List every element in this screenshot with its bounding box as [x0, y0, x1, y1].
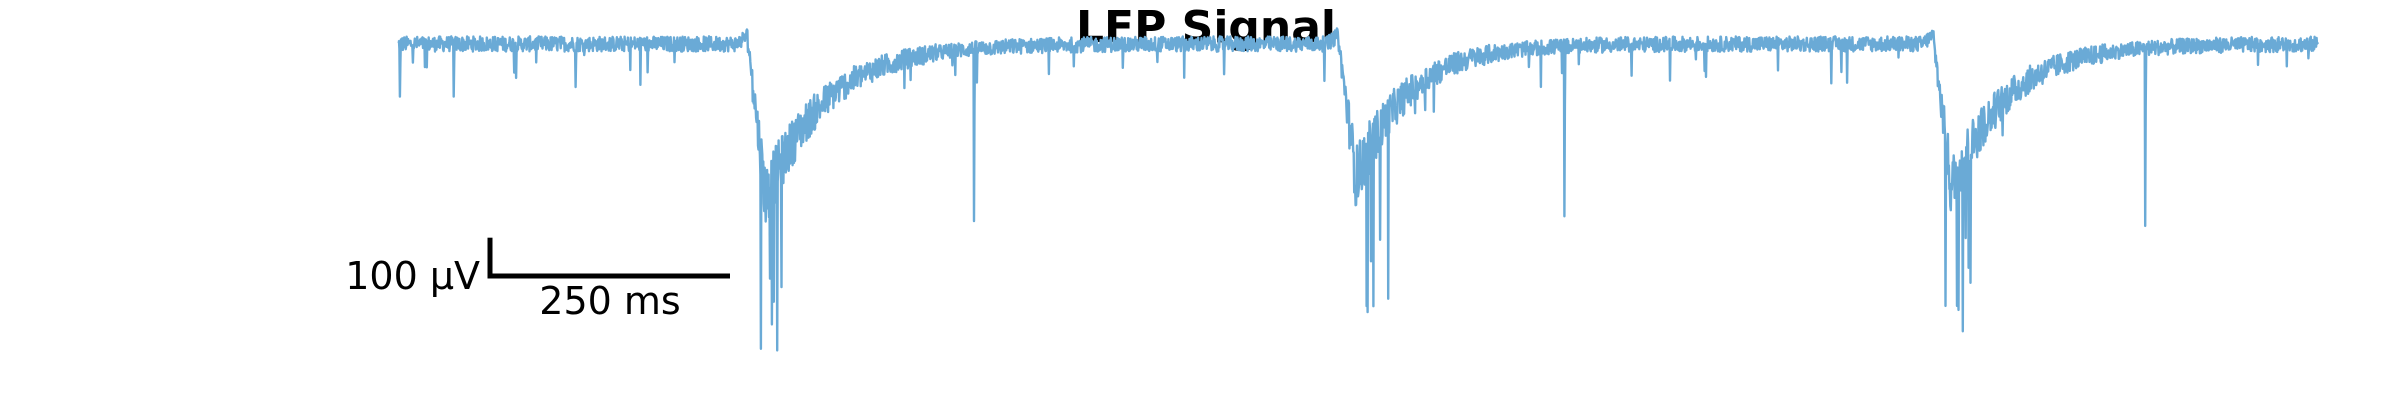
time-scale-label: 250 ms — [539, 279, 680, 323]
lfp-trace-group — [397, 27, 2320, 352]
amplitude-scale-label: 100 μV — [345, 254, 480, 298]
lfp-trace-line — [397, 27, 2320, 352]
scale-bar: 100 μV 250 ms — [345, 237, 730, 323]
